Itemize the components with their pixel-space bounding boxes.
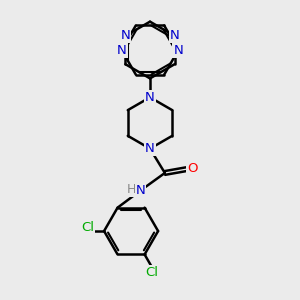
Text: Cl: Cl xyxy=(146,266,158,279)
Text: N: N xyxy=(121,29,130,42)
Text: N: N xyxy=(145,142,155,155)
Text: O: O xyxy=(188,162,198,176)
Text: H: H xyxy=(126,183,136,196)
Text: Cl: Cl xyxy=(81,221,94,234)
Text: N: N xyxy=(136,184,146,197)
Text: N: N xyxy=(173,44,183,56)
Text: N: N xyxy=(145,91,155,104)
Text: N: N xyxy=(170,29,179,42)
Text: N: N xyxy=(117,44,127,56)
